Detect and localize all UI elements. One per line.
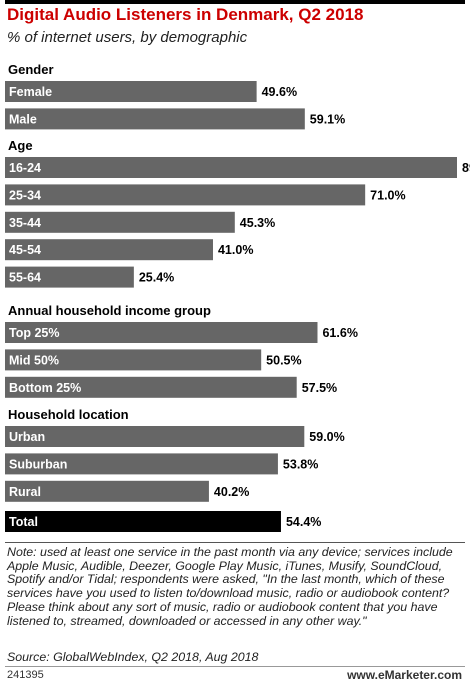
- category-label: Male: [9, 112, 37, 126]
- value-label: 59.0%: [309, 430, 344, 444]
- value-label: 49.6%: [262, 85, 297, 99]
- bar: [5, 266, 134, 288]
- value-label: 54.4%: [286, 515, 321, 529]
- category-label: 45-54: [9, 243, 41, 257]
- value-label: 57.5%: [302, 381, 337, 395]
- category-label: Suburban: [9, 457, 67, 471]
- category-label: Rural: [9, 485, 41, 499]
- value-label: 89.1%: [462, 161, 470, 175]
- category-label: Mid 50%: [9, 353, 59, 367]
- bar: [5, 322, 318, 343]
- value-label: 25.4%: [139, 271, 174, 285]
- category-label: 25-34: [9, 188, 41, 202]
- value-label: 59.1%: [310, 112, 345, 126]
- category-label: 35-44: [9, 216, 41, 230]
- value-label: 53.8%: [283, 457, 318, 471]
- value-label: 61.6%: [322, 326, 357, 340]
- value-label: 45.3%: [240, 216, 275, 230]
- footer-divider: [5, 666, 465, 667]
- bar: [5, 376, 297, 398]
- note-divider: [5, 542, 465, 543]
- value-label: 50.5%: [266, 353, 301, 367]
- top-rule: [5, 0, 465, 4]
- value-label: 71.0%: [370, 188, 405, 202]
- chart-note: Note: used at least one service in the p…: [7, 545, 453, 628]
- bar: [5, 349, 262, 371]
- bar: [5, 108, 305, 130]
- group-label: Age: [8, 138, 33, 153]
- category-label: 16-24: [9, 161, 41, 175]
- category-label: Total: [9, 515, 38, 529]
- bar: [5, 239, 213, 261]
- group-label: Gender: [8, 62, 54, 77]
- bar: [5, 157, 457, 178]
- chart-source: Source: GlobalWebIndex, Q2 2018, Aug 201…: [7, 650, 259, 664]
- category-label: Female: [9, 85, 52, 99]
- bar: [5, 511, 281, 532]
- group-label: Annual household income group: [8, 303, 211, 318]
- bar: [5, 480, 209, 502]
- brand-link[interactable]: www.eMarketer.com: [347, 668, 462, 682]
- category-label: Urban: [9, 430, 45, 444]
- category-label: Bottom 25%: [9, 381, 81, 395]
- value-label: 41.0%: [218, 243, 253, 257]
- chart-id: 241395: [7, 669, 44, 681]
- category-label: Top 25%: [9, 326, 59, 340]
- bar: [5, 211, 235, 233]
- category-label: 55-64: [9, 271, 41, 285]
- bar: [5, 426, 305, 447]
- chart-title: Digital Audio Listeners in Denmark, Q2 2…: [7, 5, 364, 24]
- value-label: 40.2%: [214, 485, 249, 499]
- bar: [5, 81, 257, 102]
- group-label: Household location: [8, 407, 129, 422]
- bar-chart: Gender Female 49.6% Male 59.1% Age 16-24 89.1% 2…: [5, 62, 470, 532]
- bar: [5, 184, 366, 206]
- bar: [5, 453, 278, 475]
- chart-subtitle: % of internet users, by demographic: [7, 29, 248, 46]
